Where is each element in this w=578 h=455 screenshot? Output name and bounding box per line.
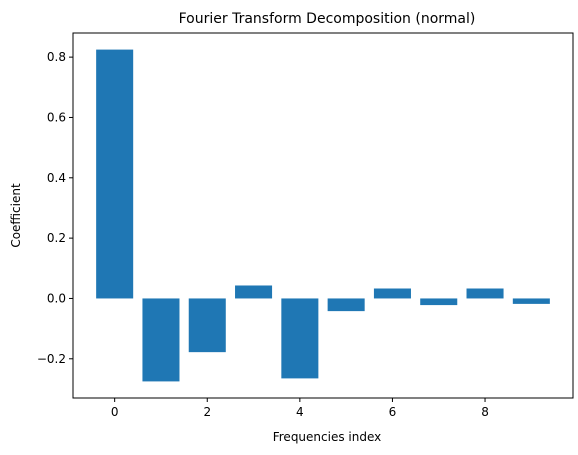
bar-6	[374, 289, 411, 299]
bar-2	[189, 298, 226, 352]
y-axis-label: Coefficient	[9, 183, 23, 248]
y-tick-label: −0.2	[37, 352, 66, 366]
x-axis-ticks: 0 2 4 6 8	[111, 398, 489, 419]
y-tick-label: 0.0	[47, 291, 66, 305]
y-tick-label: 0.4	[47, 171, 66, 185]
x-tick-label: 4	[296, 405, 304, 419]
bar-0	[96, 50, 133, 299]
y-tick-label: 0.2	[47, 231, 66, 245]
bar-8	[467, 289, 504, 299]
bar-1	[142, 298, 179, 381]
y-tick-label: 0.6	[47, 110, 66, 124]
y-axis-ticks: −0.2 0.0 0.2 0.4 0.6 0.8	[37, 50, 73, 366]
bar-9	[513, 298, 550, 303]
x-tick-label: 2	[203, 405, 211, 419]
bar-4	[281, 298, 318, 378]
x-axis-label: Frequencies index	[273, 430, 382, 444]
x-tick-label: 0	[111, 405, 119, 419]
bar-5	[328, 298, 365, 311]
chart-title: Fourier Transform Decomposition (normal)	[179, 11, 476, 27]
x-tick-label: 8	[481, 405, 489, 419]
bars-group	[96, 50, 550, 382]
y-tick-label: 0.8	[47, 50, 66, 64]
bar-7	[420, 298, 457, 305]
bar-3	[235, 285, 272, 298]
x-tick-label: 6	[389, 405, 397, 419]
